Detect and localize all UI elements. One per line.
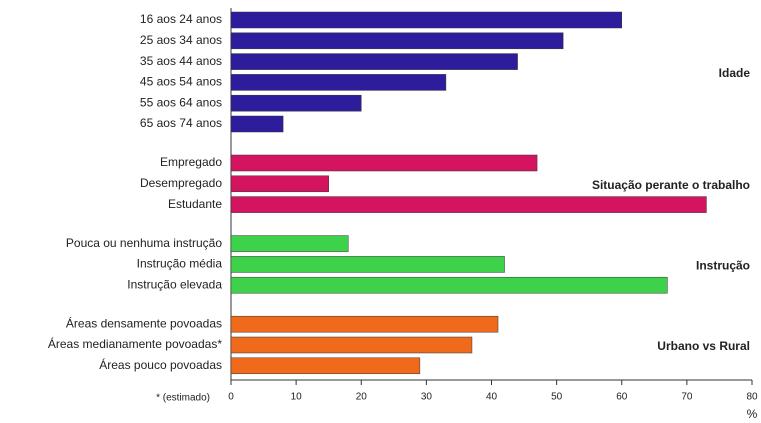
category-label: Áreas densamente povoadas	[66, 315, 222, 330]
x-tick-label: 30	[421, 392, 433, 403]
bar	[230, 196, 707, 213]
group-label: Idade	[719, 66, 751, 80]
bar	[230, 115, 284, 133]
x-tick-label: 80	[746, 392, 758, 403]
bar	[230, 53, 518, 70]
category-label: Instrução média	[137, 257, 223, 271]
category-label: Empregado	[160, 155, 222, 169]
category-label: Instrução elevada	[127, 277, 222, 291]
footnote: * (estimado)	[156, 393, 210, 404]
category-label: 65 aos 74 anos	[140, 116, 222, 130]
bar	[230, 74, 447, 91]
x-tick-label: 50	[551, 392, 563, 403]
bar	[230, 32, 564, 50]
bar	[230, 94, 362, 112]
category-label: 16 aos 24 anos	[140, 12, 222, 26]
bar	[230, 11, 622, 29]
category-label: Áreas medianamente povoadas*	[48, 336, 222, 351]
bar	[230, 175, 329, 193]
bar	[230, 235, 349, 252]
category-label: 35 aos 44 anos	[140, 54, 222, 68]
bar	[230, 357, 421, 375]
category-label: 55 aos 64 anos	[140, 95, 222, 109]
category-label: Pouca ou nenhuma instrução	[66, 236, 222, 250]
x-tick-label: 10	[291, 392, 303, 403]
category-label: Áreas pouco povoadas	[99, 357, 222, 372]
category-label: 45 aos 54 anos	[140, 75, 222, 89]
bar	[230, 315, 499, 333]
group-label: Instrução	[696, 259, 750, 273]
x-tick-label: 60	[616, 392, 628, 403]
category-label: Estudante	[168, 197, 222, 211]
category-label: Desempregado	[140, 176, 222, 190]
bar	[230, 256, 505, 273]
bar	[230, 336, 473, 354]
x-tick-label: 40	[486, 392, 498, 403]
bar	[230, 276, 668, 294]
x-axis-label: %	[747, 407, 758, 421]
x-tick-label: 0	[228, 392, 234, 403]
category-label: 25 aos 34 anos	[140, 33, 222, 47]
x-tick-label: 20	[356, 392, 368, 403]
group-label: Urbano vs Rural	[657, 339, 750, 353]
x-tick-label: 70	[681, 392, 693, 403]
bar	[230, 154, 538, 172]
group-label: Situação perante o trabalho	[592, 178, 750, 192]
